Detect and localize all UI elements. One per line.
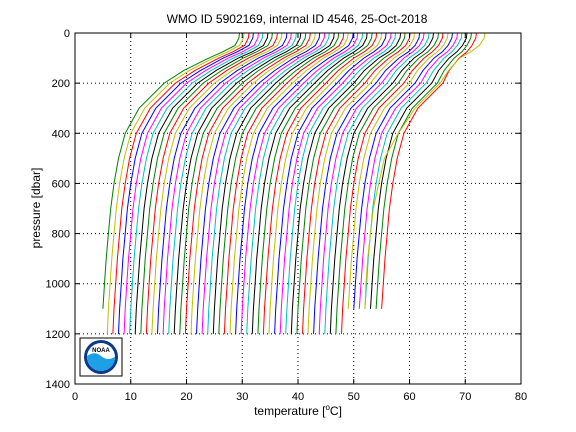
x-tick-label-1: 10 — [125, 391, 137, 403]
y-tick-label-1: 200 — [52, 78, 70, 90]
profile-line-2 — [106, 32, 245, 334]
logo-wave — [87, 353, 115, 371]
profile-line-31 — [268, 32, 383, 334]
profile-line-27 — [246, 32, 364, 334]
x-axis-label-degree: o — [325, 403, 330, 412]
profile-line-10 — [151, 32, 283, 334]
profile-line-20 — [207, 32, 330, 334]
profile-line-34 — [285, 32, 397, 334]
profile-line-18 — [196, 32, 321, 334]
profile-line-40 — [318, 32, 425, 334]
profile-line-35 — [290, 32, 402, 334]
x-axis-label-text: temperature [ — [254, 404, 326, 418]
tick-marks — [74, 32, 522, 385]
profile-line-21 — [212, 32, 335, 334]
profile-line-9 — [145, 32, 278, 334]
profile-line-29 — [257, 32, 373, 334]
profile-line-19 — [201, 32, 326, 334]
profile-line-49 — [370, 32, 468, 309]
noaa-logo: NOAA — [79, 337, 123, 377]
profile-line-33 — [279, 32, 392, 334]
profile-line-6 — [129, 32, 264, 334]
profile-line-11 — [157, 32, 288, 334]
y-tick-label-7: 1400 — [46, 379, 70, 391]
x-tick-label-0: 0 — [72, 391, 78, 403]
profile-line-46 — [353, 32, 453, 309]
tick-labels: 0 10 20 30 40 50 60 70 8002004006008001000120014… — [46, 28, 528, 403]
profile-line-17 — [190, 32, 316, 334]
profile-line-44 — [341, 32, 444, 334]
profile-line-13 — [168, 32, 297, 334]
profile-line-47 — [358, 32, 458, 309]
y-tick-label-3: 600 — [52, 178, 70, 190]
profile-line-50 — [375, 32, 472, 309]
profile-line-51 — [381, 32, 477, 309]
profile-line-41 — [324, 32, 430, 334]
profile-line-37 — [302, 32, 411, 334]
profile-line-25 — [235, 32, 354, 334]
profile-line-39 — [313, 32, 420, 334]
profile-line-45 — [347, 32, 449, 309]
x-tick-label-4: 40 — [292, 391, 304, 403]
profile-line-38 — [307, 32, 415, 334]
profile-line-22 — [218, 32, 340, 334]
x-tick-label-5: 50 — [348, 391, 360, 403]
x-axis-label: temperature [oC] — [254, 403, 342, 418]
profile-line-43 — [335, 32, 439, 334]
x-tick-label-6: 60 — [403, 391, 415, 403]
logo-text: NOAA — [92, 348, 110, 354]
profile-line-1 — [102, 32, 240, 309]
profile-line-7 — [134, 32, 269, 334]
x-tick-label-3: 30 — [236, 391, 248, 403]
y-tick-label-0: 0 — [64, 28, 70, 40]
profile-line-52 — [364, 32, 486, 309]
y-tick-label-4: 800 — [52, 229, 70, 241]
profile-lines — [102, 32, 486, 334]
profile-line-5 — [123, 32, 259, 334]
profile-line-24 — [229, 32, 349, 334]
profile-line-30 — [262, 32, 378, 334]
profile-line-26 — [240, 32, 359, 334]
profile-line-3 — [112, 32, 250, 334]
y-tick-label-6: 1200 — [46, 329, 70, 341]
chart-title: WMO ID 5902169, internal ID 4546, 25-Oct… — [167, 12, 428, 26]
profile-line-14 — [173, 32, 302, 334]
profile-line-32 — [274, 32, 387, 334]
profile-line-4 — [118, 32, 254, 334]
y-tick-label-5: 1000 — [46, 279, 70, 291]
profile-line-23 — [223, 32, 345, 334]
y-axis-label: pressure [dbar] — [29, 168, 43, 249]
x-axis-label-unit: C] — [330, 404, 342, 418]
profile-line-8 — [140, 32, 273, 334]
x-tick-label-2: 20 — [180, 391, 192, 403]
profile-line-28 — [251, 32, 368, 334]
profile-line-16 — [184, 32, 311, 334]
y-tick-label-2: 400 — [52, 128, 70, 140]
profile-line-42 — [329, 32, 434, 334]
profile-line-12 — [162, 32, 292, 334]
x-tick-label-7: 70 — [459, 391, 471, 403]
grid — [75, 33, 521, 384]
profile-line-36 — [296, 32, 406, 334]
x-tick-label-8: 80 — [515, 391, 527, 403]
profile-line-15 — [179, 32, 307, 334]
